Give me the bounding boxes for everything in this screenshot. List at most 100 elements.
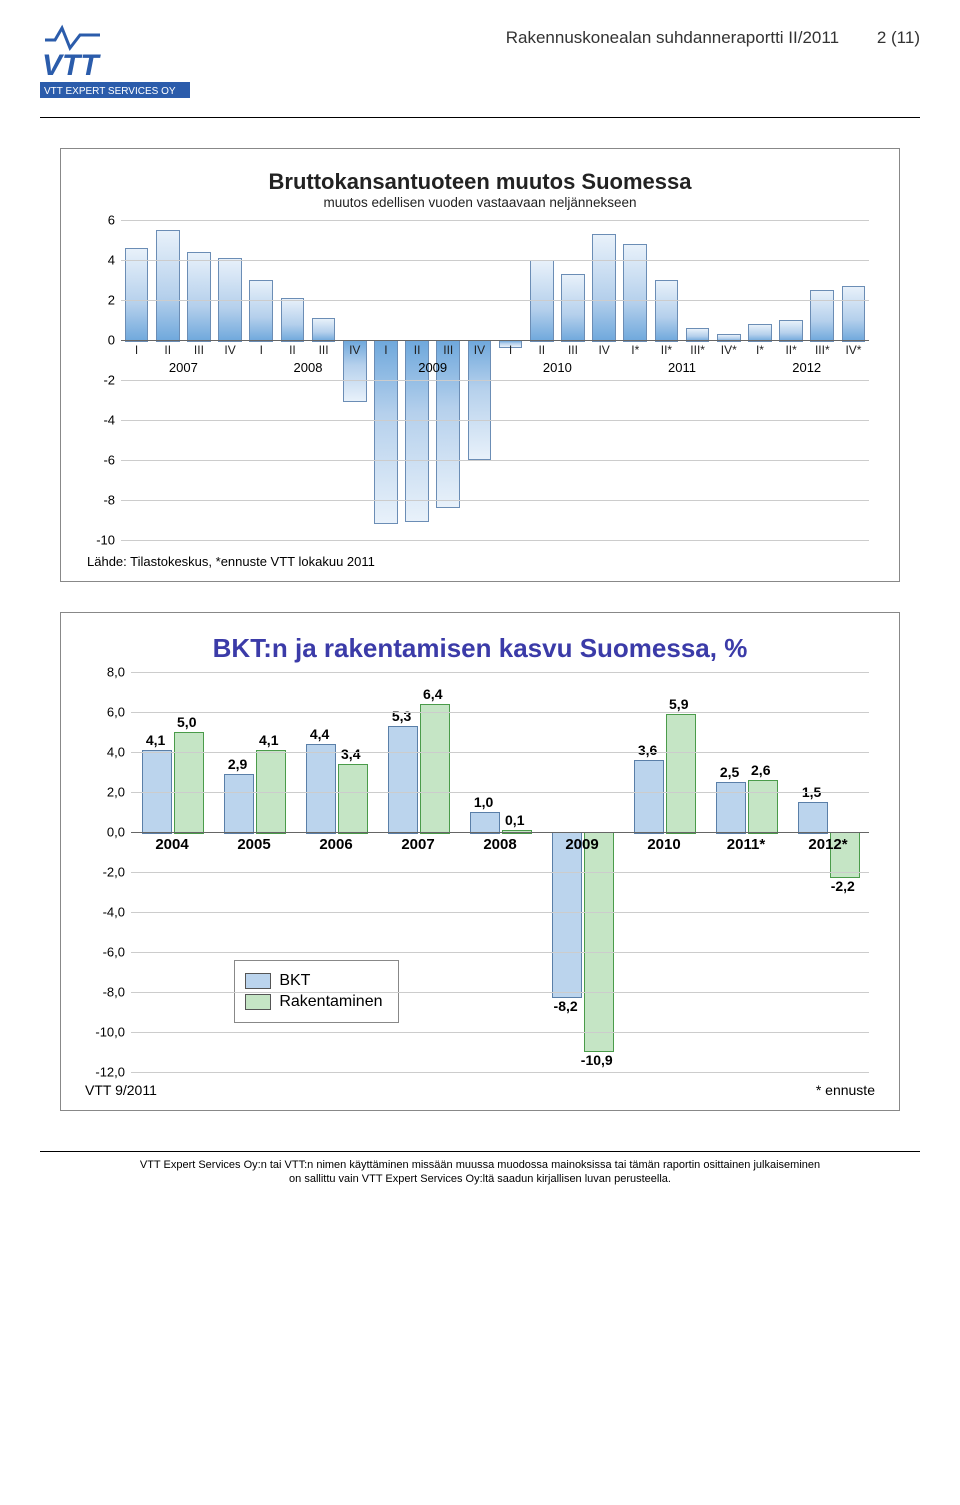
chart1-quarter-label: III — [557, 344, 588, 356]
chart2-bar-green — [174, 732, 204, 834]
chart1-quarter-label: I* — [620, 344, 651, 356]
chart2-bar-blue — [388, 726, 418, 834]
chart1-bar — [842, 286, 866, 342]
legend-swatch — [245, 973, 271, 989]
chart2-value-label: 5,9 — [654, 696, 704, 712]
chart2-ytick: 8,0 — [107, 665, 125, 680]
chart2-bar-blue — [634, 760, 664, 834]
doc-title: Rakennuskonealan suhdanneraportti II/201… — [506, 28, 920, 47]
vtt-logo-icon: VTT VTT EXPERT SERVICES OY — [40, 20, 190, 100]
chart2-ytick: -10,0 — [95, 1025, 125, 1040]
chart2-footer-right: * ennuste — [816, 1082, 875, 1098]
chart1-bar — [592, 234, 616, 342]
chart2-ytick: -6,0 — [103, 945, 125, 960]
chart1-ytick: -6 — [103, 453, 115, 468]
chart2-bar-green — [748, 780, 778, 834]
chart2-ytick: 2,0 — [107, 785, 125, 800]
chart1-bar — [655, 280, 679, 342]
chart2-ytick: -4,0 — [103, 905, 125, 920]
chart1-year-label: 2010 — [495, 360, 620, 375]
chart1-bar — [623, 244, 647, 342]
chart2-year-label: 2007 — [377, 836, 459, 853]
chart1-ytick: -2 — [103, 373, 115, 388]
page-header: VTT VTT EXPERT SERVICES OY Rakennuskonea… — [0, 0, 960, 111]
chart1-ytick: -8 — [103, 493, 115, 508]
chart1-quarter-label: IV — [215, 344, 246, 356]
chart1-ytick: -10 — [96, 533, 115, 548]
vtt-logo: VTT VTT EXPERT SERVICES OY — [40, 20, 240, 105]
chart2-value-label: 4,1 — [244, 732, 294, 748]
chart1-ytick: 6 — [108, 213, 115, 228]
chart1-plot: -10-8-6-4-20246 IIIIIIIV2007IIIIIIIV2008… — [121, 220, 869, 540]
chart1-quarter-label: III* — [807, 344, 838, 356]
chart1-bar — [561, 274, 585, 342]
chart1-source: Lähde: Tilastokeskus, *ennuste VTT lokak… — [87, 554, 879, 569]
chart2-year-label: 2010 — [623, 836, 705, 853]
chart1-quarter-label: IV — [464, 344, 495, 356]
chart2-footer-left: VTT 9/2011 — [85, 1082, 157, 1098]
chart1-quarter-label: III* — [682, 344, 713, 356]
chart1-bar — [468, 340, 492, 460]
chart1-quarter-label: II — [152, 344, 183, 356]
chart1-bar — [249, 280, 273, 342]
chart2-year-label: 2012* — [787, 836, 869, 853]
chart2-ytick: 4,0 — [107, 745, 125, 760]
svg-text:VTT EXPERT SERVICES OY: VTT EXPERT SERVICES OY — [44, 86, 176, 97]
chart2-year-label: 2005 — [213, 836, 295, 853]
chart1-quarter-label: II* — [776, 344, 807, 356]
chart2-value-label: 1,0 — [459, 794, 509, 810]
chart2-plot: 8,06,04,02,00,0-2,0-4,0-6,0-8,0-10,0-12,… — [131, 672, 869, 1072]
chart2-value-label: 6,4 — [408, 686, 458, 702]
chart1-title: Bruttokansantuoteen muutos Suomessa — [81, 169, 879, 195]
legend-row: BKT — [245, 972, 382, 990]
chart1-quarter-label: IV — [339, 344, 370, 356]
chart2-ytick: -2,0 — [103, 865, 125, 880]
chart2-year-label: 2006 — [295, 836, 377, 853]
chart1-year-label: 2008 — [246, 360, 371, 375]
chart1-quarter-label: I — [246, 344, 277, 356]
chart2-ytick: 6,0 — [107, 705, 125, 720]
chart1-frame: Bruttokansantuoteen muutos Suomessa muut… — [60, 148, 900, 582]
chart1-ytick: 0 — [108, 333, 115, 348]
chart1-ytick: 2 — [108, 293, 115, 308]
chart1-year-label: 2012 — [744, 360, 869, 375]
chart2-bar-blue — [552, 832, 582, 998]
legend-label: BKT — [279, 972, 310, 990]
chart2-bar-blue — [224, 774, 254, 834]
chart1-quarter-label: III — [183, 344, 214, 356]
chart1-quarter-label: II* — [651, 344, 682, 356]
legend-swatch — [245, 994, 271, 1010]
chart1-bar — [779, 320, 803, 342]
disclaimer: VTT Expert Services Oy:n tai VTT:n nimen… — [40, 1151, 920, 1187]
chart2-bar-blue — [798, 802, 828, 834]
chart1-quarter-label: I — [370, 344, 401, 356]
chart1-bar — [281, 298, 305, 342]
chart1-quarter-label: III — [308, 344, 339, 356]
chart1-bar — [125, 248, 149, 342]
chart1-bar — [810, 290, 834, 342]
svg-text:VTT: VTT — [42, 49, 101, 82]
chart1-quarter-label: I — [495, 344, 526, 356]
chart2-value-label: 2,6 — [736, 762, 786, 778]
chart2-ytick: 0,0 — [107, 825, 125, 840]
chart1-quarter-label: II — [277, 344, 308, 356]
chart2-ytick: -8,0 — [103, 985, 125, 1000]
chart1-bar — [530, 260, 554, 342]
chart2-year-label: 2008 — [459, 836, 541, 853]
chart1-quarter-label: II — [526, 344, 557, 356]
chart1-quarter-label: I — [121, 344, 152, 356]
chart2-bar-green — [420, 704, 450, 834]
chart1-year-label: 2007 — [121, 360, 246, 375]
header-divider — [40, 117, 920, 118]
chart1-quarter-label: III — [433, 344, 464, 356]
chart1-quarter-label: I* — [744, 344, 775, 356]
chart2-year-label: 2011* — [705, 836, 787, 853]
chart2-value-label: 3,4 — [326, 746, 376, 762]
chart1-bar — [312, 318, 336, 342]
chart2-value-label: 5,0 — [162, 714, 212, 730]
chart2-ytick: -12,0 — [95, 1065, 125, 1080]
chart1-quarter-label: II — [402, 344, 433, 356]
chart1-subtitle: muutos edellisen vuoden vastaavaan neljä… — [81, 195, 879, 210]
chart2-title: BKT:n ja rakentamisen kasvu Suomessa, % — [81, 633, 879, 664]
chart2-value-label: -10,9 — [572, 1052, 622, 1068]
